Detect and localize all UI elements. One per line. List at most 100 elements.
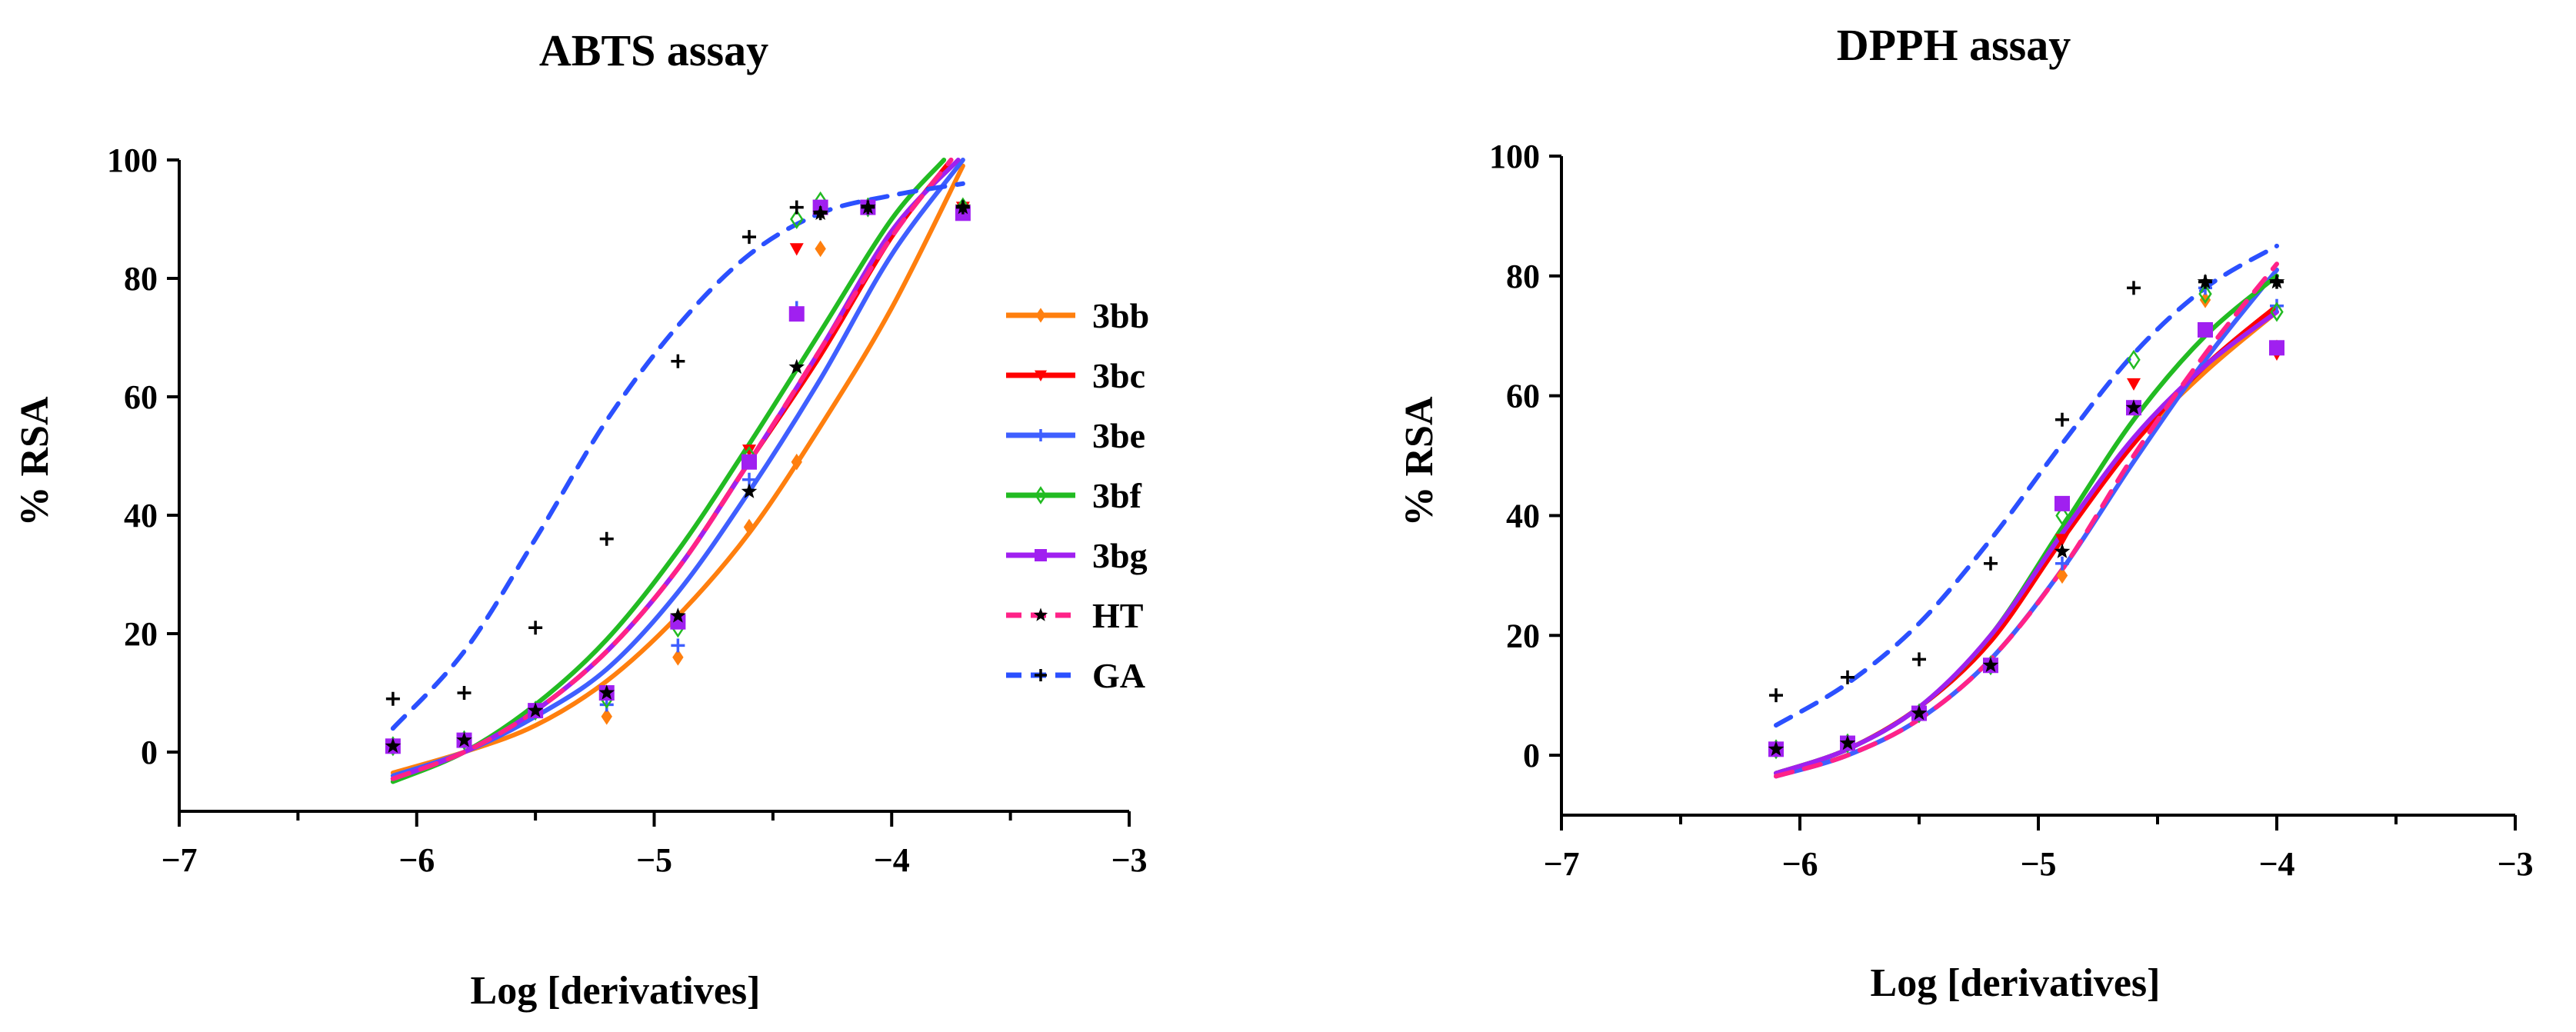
x-tick-label: −6 — [398, 841, 435, 879]
data-point — [528, 621, 543, 635]
data-point — [599, 531, 614, 546]
legend-label: 3bf — [1092, 476, 1142, 515]
x-tick-label: −4 — [2258, 845, 2294, 883]
series-points-ga — [1769, 275, 2284, 703]
x-tick-label: −7 — [161, 841, 197, 879]
dpph-points — [1768, 273, 2285, 760]
series-points-ga — [385, 200, 970, 706]
data-point — [789, 200, 804, 215]
data-point — [2127, 281, 2141, 295]
data-point — [385, 691, 400, 706]
data-point — [2270, 298, 2284, 313]
legend-marker-shape — [1035, 308, 1046, 323]
series-points-3be — [385, 200, 970, 754]
series-points-3bg — [385, 199, 971, 754]
series-curve-3be — [1774, 268, 2279, 779]
series-curve-3bf — [1774, 273, 2279, 776]
abts-curves — [390, 158, 965, 784]
data-point — [742, 444, 756, 458]
data-point — [815, 240, 826, 258]
legend-marker — [1035, 549, 1047, 561]
data-point — [2054, 543, 2071, 558]
abts-points — [385, 191, 971, 757]
y-tick-label: 100 — [107, 141, 158, 179]
y-tick-label: 80 — [124, 260, 158, 298]
data-point — [527, 702, 544, 717]
y-tick-label: 40 — [124, 497, 158, 534]
legend-marker-shape — [1035, 669, 1047, 681]
series-curve-ht — [390, 158, 954, 781]
series-points-3bc — [1769, 324, 2284, 757]
y-tick-label: 60 — [124, 378, 158, 416]
legend-marker — [1035, 429, 1047, 441]
data-point — [671, 638, 685, 653]
data-point — [1911, 704, 1928, 721]
data-point — [456, 731, 472, 747]
data-point — [1768, 741, 1785, 757]
series-points-3bc — [385, 201, 970, 754]
x-tick-label: −5 — [636, 841, 672, 879]
series-curve-ga — [390, 181, 965, 731]
y-tick-label: 20 — [1506, 617, 1540, 654]
data-point — [1841, 670, 1855, 684]
abts-panel: ABTS assay % RSA Log [derivatives] 0 20 40… — [13, 25, 1148, 1013]
dpph-x-tick-labels: −7 −6 −5 −4 −3 — [1543, 845, 2533, 883]
data-point — [1769, 688, 1783, 703]
data-point — [385, 737, 402, 754]
data-point — [861, 200, 875, 215]
data-point — [790, 208, 804, 230]
dpph-y-tick-labels: 0 20 40 60 80 100 — [1489, 138, 1540, 774]
data-point — [2055, 412, 2069, 427]
data-point — [2198, 275, 2212, 289]
data-point — [670, 614, 686, 630]
legend-marker-shape — [1035, 370, 1047, 381]
series-curve-3bg — [390, 158, 961, 781]
y-tick-label: 80 — [1506, 258, 1540, 295]
abts-x-axis — [178, 810, 1131, 827]
y-tick-label: 40 — [1506, 497, 1540, 534]
legend-label: 3bc — [1092, 356, 1145, 395]
legend-label: GA — [1092, 656, 1145, 695]
dpph-chart-title: DPPH assay — [1837, 20, 2071, 70]
series-points-3bf — [386, 191, 970, 757]
series-curve-3bg — [1774, 309, 2279, 776]
data-point — [1984, 556, 1998, 571]
legend-item: 3bc — [1006, 356, 1145, 395]
legend-marker — [1035, 308, 1046, 323]
x-tick-label: −7 — [1543, 845, 1579, 883]
legend-item: GA — [1006, 656, 1145, 695]
data-point — [2125, 399, 2142, 414]
legend-marker-shape — [1035, 429, 1047, 441]
data-point — [672, 649, 684, 666]
data-point — [789, 243, 804, 256]
dpph-x-axis-label: Log [derivatives] — [1871, 961, 2161, 1005]
series-points-3bg — [1768, 321, 2284, 757]
x-tick-label: −6 — [1781, 845, 1818, 883]
dpph-panel: DPPH assay % RSA Log [derivatives] 0 20 40… — [1398, 20, 2534, 1005]
data-point — [2127, 378, 2141, 391]
abts-y-tick-labels: 0 20 40 60 80 100 — [107, 141, 158, 771]
y-tick-label: 0 — [1523, 737, 1540, 774]
series-curve-3bb — [1774, 309, 2279, 776]
dpph-curves — [1774, 243, 2279, 779]
legend-label: HT — [1092, 596, 1143, 635]
legend-item: 3bb — [1006, 296, 1149, 335]
data-point — [788, 306, 805, 322]
abts-y-axis-label: % RSA — [13, 396, 57, 526]
legend-marker — [1035, 370, 1047, 381]
y-tick-label: 20 — [124, 615, 158, 653]
legend: 3bb 3bc 3be 3bf 3bg HT — [1006, 296, 1149, 695]
data-point — [671, 354, 685, 368]
data-point — [743, 518, 755, 536]
x-tick-label: −3 — [2497, 845, 2533, 883]
data-point — [670, 608, 686, 623]
data-point — [2270, 275, 2284, 289]
data-point — [791, 453, 802, 471]
legend-label: 3be — [1092, 416, 1145, 455]
data-point — [2056, 567, 2068, 584]
data-point — [2270, 301, 2284, 322]
dpph-y-axis-label: % RSA — [1398, 396, 1441, 526]
data-point — [2055, 556, 2069, 571]
data-point — [741, 454, 757, 470]
legend-marker-shape — [1033, 608, 1048, 621]
